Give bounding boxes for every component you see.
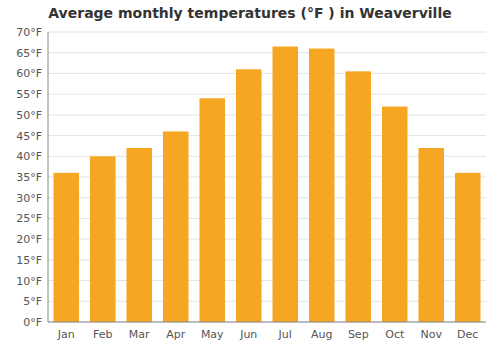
y-tick-label: 65°F [16,47,42,60]
bar [272,47,298,323]
y-tick-label: 5°F [23,295,42,308]
bar [126,148,152,322]
grid-line [48,94,486,95]
bar [163,131,189,322]
y-axis: 0°F 5°F 10°F 15°F 20°F 25°F 30°F 35°F 40°F 45°F 50… [16,26,42,329]
grid-line [48,32,486,33]
x-tick-label: Oct [385,328,405,341]
bar [418,148,444,322]
y-tick-label: 15°F [16,254,42,267]
chart-container: Average monthly temperatures (°F ) in We… [0,0,500,350]
y-tick-label: 60°F [16,67,42,80]
y-axis-line [48,32,49,322]
x-tick-label: Feb [93,328,112,341]
bar [53,173,79,322]
y-tick-label: 20°F [16,233,42,246]
x-axis-line [48,322,486,323]
y-tick-label: 55°F [16,88,42,101]
bar [90,156,116,322]
x-tick-label: Sep [348,328,369,341]
bar [455,173,481,322]
grid-line [48,114,486,115]
x-tick-label: Jan [57,328,75,341]
x-axis: Jan Feb Mar Apr May Jun Jul Aug Sep Oct Nov Dec [57,328,479,341]
y-tick-label: 10°F [16,275,42,288]
bar [236,69,262,322]
y-tick-label: 50°F [16,109,42,122]
bar [382,107,408,322]
y-tick-label: 45°F [16,130,42,143]
y-tick-label: 40°F [16,150,42,163]
y-tick-label: 0°F [23,316,42,329]
bars [53,47,480,323]
y-tick-label: 35°F [16,171,42,184]
y-tick-label: 25°F [16,212,42,225]
grid-line [48,73,486,74]
x-tick-label: Aug [311,328,332,341]
bar [345,71,371,322]
y-tick-label: 70°F [16,26,42,39]
grid-line [48,322,486,323]
grid-line [48,135,486,136]
bar [309,49,335,322]
grid [48,32,486,322]
x-tick-label: Apr [166,328,186,341]
y-tick-label: 30°F [16,192,42,205]
x-tick-label: Nov [421,328,443,341]
chart-svg: Average monthly temperatures (°F ) in We… [0,0,500,350]
x-tick-label: Jun [239,328,257,341]
x-tick-label: Mar [129,328,150,341]
x-tick-label: Dec [457,328,478,341]
grid-line [48,52,486,53]
chart-title: Average monthly temperatures (°F ) in We… [48,5,451,21]
bar [199,98,225,322]
x-tick-label: Jul [278,328,292,341]
x-tick-label: May [201,328,224,341]
